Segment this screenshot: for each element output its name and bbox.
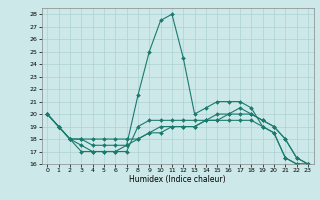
X-axis label: Humidex (Indice chaleur): Humidex (Indice chaleur) [129,175,226,184]
